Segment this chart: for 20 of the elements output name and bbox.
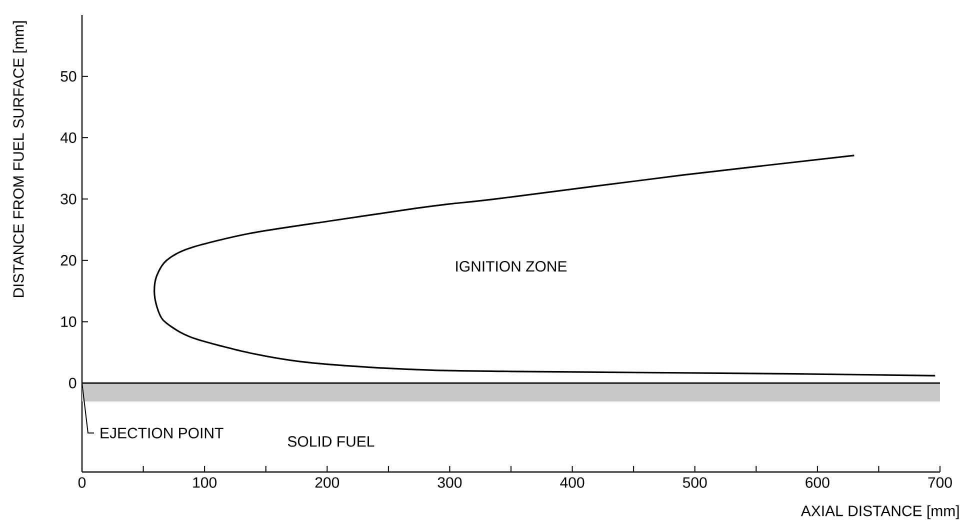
x-tick-label: 100 (193, 477, 216, 488)
x-tick-label: 200 (315, 477, 340, 488)
x-tick-label: 400 (560, 477, 584, 488)
y-axis-title: DISTANCE FROM FUEL SURFACE [mm] (12, 21, 27, 298)
band-label: SOLID FUEL (288, 436, 374, 447)
line-series (154, 154, 936, 376)
y-tick-label: 10 (61, 316, 76, 328)
y-tick-label: 0 (69, 378, 76, 388)
x-tick-label: 300 (438, 477, 462, 488)
y-tick-label: 30 (60, 194, 76, 204)
annotation: EJECTION POINT (100, 428, 224, 438)
x-tick-label: 500 (682, 477, 707, 488)
annotation: IGNITION ZONE (456, 261, 567, 272)
x-tick-label: 0 (78, 477, 86, 488)
x-tick-label: 600 (806, 477, 830, 488)
x-tick-label: 700 (928, 477, 952, 488)
y-tick-label: 40 (60, 132, 76, 143)
x-axis-title: AXIAL DISTANCE [mm] (800, 505, 959, 520)
y-tick-label: 20 (60, 255, 76, 266)
y-tick-label: 50 (60, 71, 76, 82)
